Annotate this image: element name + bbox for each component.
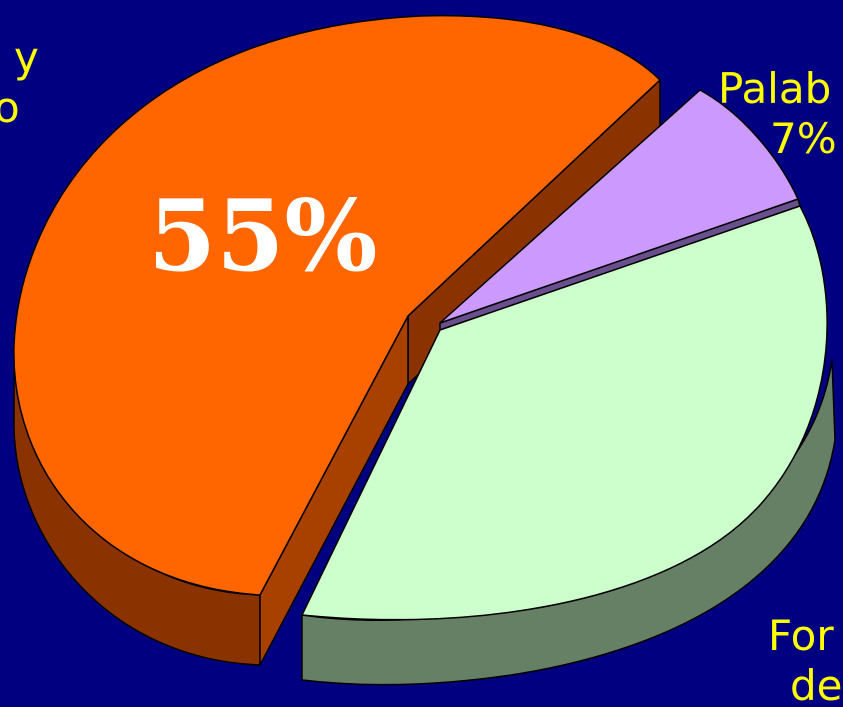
pie-slice-38	[300, 205, 828, 621]
slice-label-7-line1: Palab	[718, 64, 831, 113]
pie-slice-7	[439, 89, 800, 324]
slice-value-label-55: 55%	[148, 179, 378, 294]
slice-label-7-line2: 7%	[770, 114, 837, 163]
slice-label-38-line2: de	[790, 661, 843, 707]
slice-label-38-line1: For	[768, 611, 834, 660]
pie-slice-55	[13, 14, 662, 596]
slice-label-55-line1: y	[14, 33, 39, 82]
slice-label-55-line2: o	[0, 83, 20, 132]
